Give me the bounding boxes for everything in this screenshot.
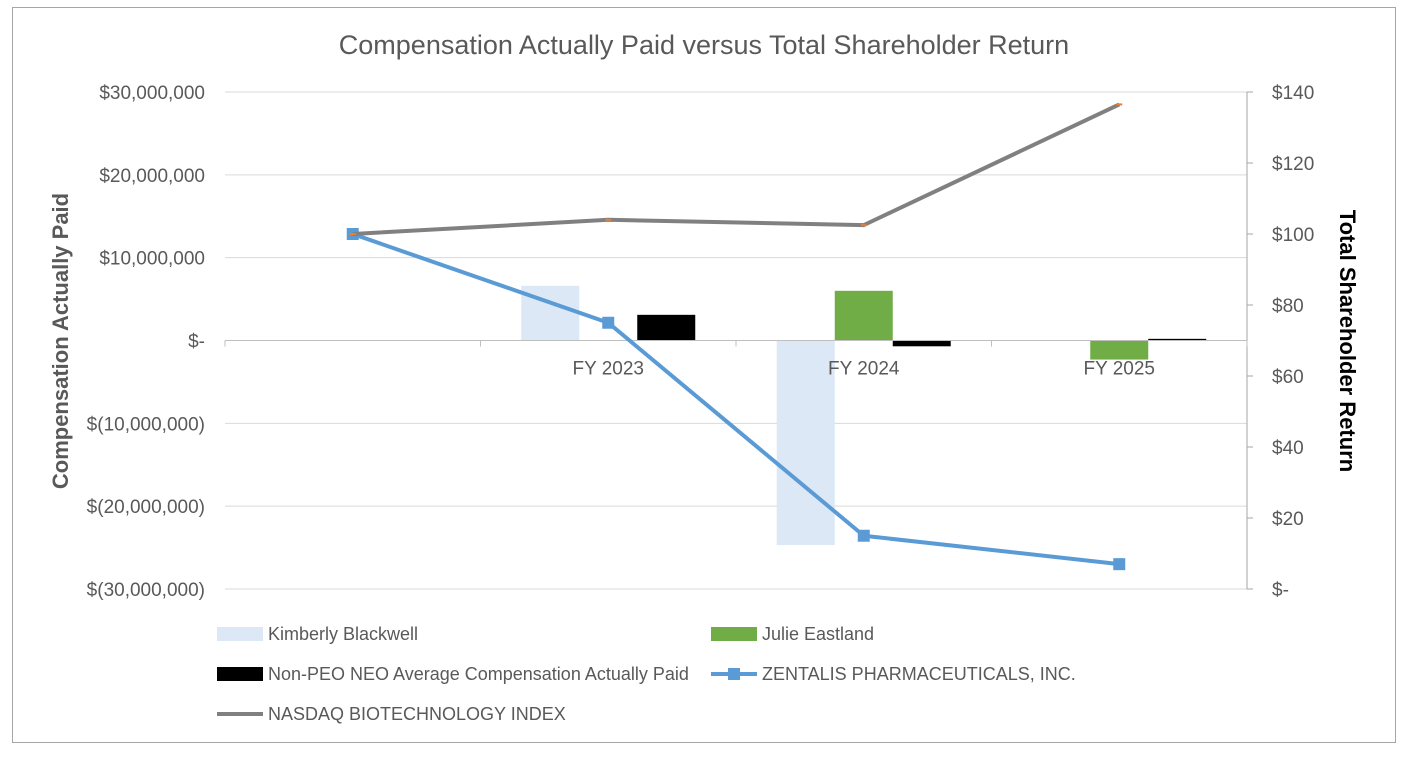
legend-swatch: [217, 667, 263, 681]
left-axis-title: Compensation Actually Paid: [48, 193, 73, 489]
legend-label: Kimberly Blackwell: [268, 624, 418, 644]
right-tick-label: $20: [1272, 509, 1304, 530]
right-tick-label: $120: [1272, 154, 1314, 175]
bar: [834, 290, 893, 341]
line-marker: [857, 529, 870, 542]
right-tick-label: $40: [1272, 438, 1304, 459]
chart-frame: [12, 7, 1396, 743]
legend-label: NASDAQ BIOTECHNOLOGY INDEX: [268, 704, 566, 724]
line-marker: [1113, 558, 1126, 571]
bar-series: [521, 285, 1207, 546]
right-axis-title: Total Shareholder Return: [1335, 210, 1360, 472]
legend-swatch: [711, 627, 757, 641]
legend: Kimberly Blackwell Julie Eastland Non-PEO …: [217, 624, 1076, 724]
category-label: FY 2024: [828, 359, 900, 380]
right-tick-label: $60: [1272, 367, 1304, 388]
legend-label: Non-PEO NEO Average Compensation Actuall…: [268, 664, 689, 684]
left-tick-label: $(20,000,000): [87, 497, 205, 518]
right-axis: $140 $120 $100 $80 $60 $40 $20 $-: [1246, 83, 1314, 601]
category-axis: FY 2023 FY 2024 FY 2025: [224, 340, 1248, 380]
bar: [637, 314, 696, 341]
left-tick-label: $(30,000,000): [87, 580, 205, 601]
bar: [1090, 340, 1149, 360]
legend-label: ZENTALIS PHARMACEUTICALS, INC.: [762, 664, 1076, 684]
left-tick-label: $10,000,000: [99, 249, 205, 270]
series-line: [352, 102, 1121, 236]
right-tick-label: $140: [1272, 83, 1314, 104]
legend-swatch: [217, 627, 263, 641]
line-marker: [602, 316, 615, 329]
right-tick-label: $-: [1272, 580, 1289, 601]
left-axis: $30,000,000 $20,000,000 $10,000,000 $- $(10,…: [87, 83, 205, 601]
category-label: FY 2025: [1084, 359, 1155, 380]
left-tick-label: $30,000,000: [99, 83, 205, 104]
line-series: [346, 102, 1126, 571]
legend-label: Julie Eastland: [762, 624, 874, 644]
gridlines: [225, 91, 1247, 590]
chart-title: Compensation Actually Paid versus Total …: [339, 30, 1069, 60]
legend-marker: [728, 668, 740, 680]
bar: [1148, 338, 1207, 341]
right-tick-label: $100: [1272, 225, 1314, 246]
left-tick-label: $-: [188, 332, 205, 353]
right-tick-label: $80: [1272, 296, 1304, 317]
bar: [776, 340, 835, 546]
bar: [892, 340, 951, 347]
left-tick-label: $20,000,000: [99, 166, 205, 187]
series-line: [352, 232, 1120, 567]
left-tick-label: $(10,000,000): [87, 414, 205, 435]
category-label: FY 2023: [573, 359, 644, 380]
